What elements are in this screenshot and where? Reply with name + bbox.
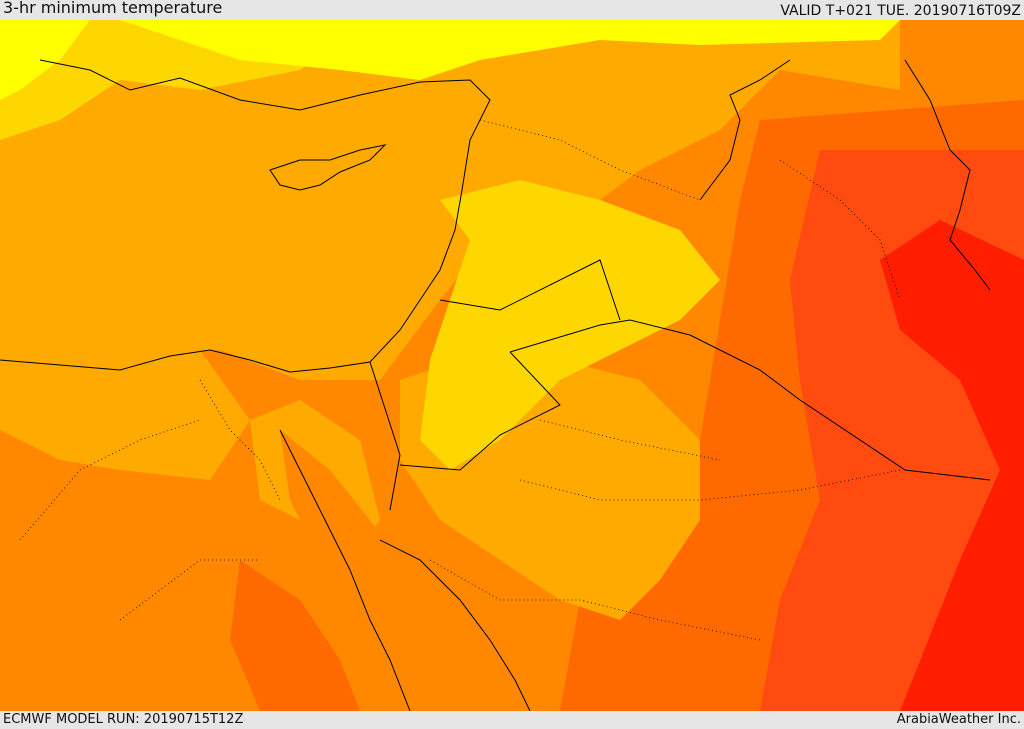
coastline-levant bbox=[0, 59, 491, 373]
zone-bright-yellow-turkey bbox=[120, 20, 900, 80]
border-lines bbox=[0, 59, 991, 711]
zone-red-east bbox=[880, 220, 1024, 711]
zone-bright-yellow-nw bbox=[0, 20, 90, 100]
border-syria-iraq bbox=[699, 59, 791, 201]
temperature-map bbox=[0, 20, 1024, 711]
valid-time: VALID T+021 TUE. 20190716T09Z bbox=[780, 3, 1021, 19]
map-title: 3-hr minimum temperature bbox=[3, 0, 223, 17]
zone-orange-redsea bbox=[280, 430, 540, 711]
border-iraq-iran bbox=[904, 59, 991, 291]
zone-warm-yellow-levant bbox=[420, 180, 720, 470]
border-syria-jordan bbox=[439, 259, 621, 321]
zone-dark-orange-sw bbox=[230, 560, 360, 711]
map-header: 3-hr minimum temperature VALID T+021 TUE… bbox=[0, 0, 1024, 20]
internal-boundaries bbox=[19, 119, 901, 641]
map-footer: ECMWF MODEL RUN: 20190715T12Z ArabiaWeat… bbox=[0, 711, 1024, 729]
model-run: ECMWF MODEL RUN: 20190715T12Z bbox=[3, 712, 244, 727]
border-jordan-saudi bbox=[509, 319, 991, 481]
border-egypt-israel bbox=[369, 361, 401, 511]
credit-text: ArabiaWeather Inc. bbox=[896, 712, 1021, 727]
zone-amber-egypt bbox=[0, 350, 250, 480]
coastline-cyprus bbox=[269, 144, 387, 191]
border-jordan-saudi-south bbox=[399, 351, 561, 471]
coastline-redsea-east bbox=[379, 539, 531, 711]
coastline-redsea-west bbox=[279, 429, 411, 711]
